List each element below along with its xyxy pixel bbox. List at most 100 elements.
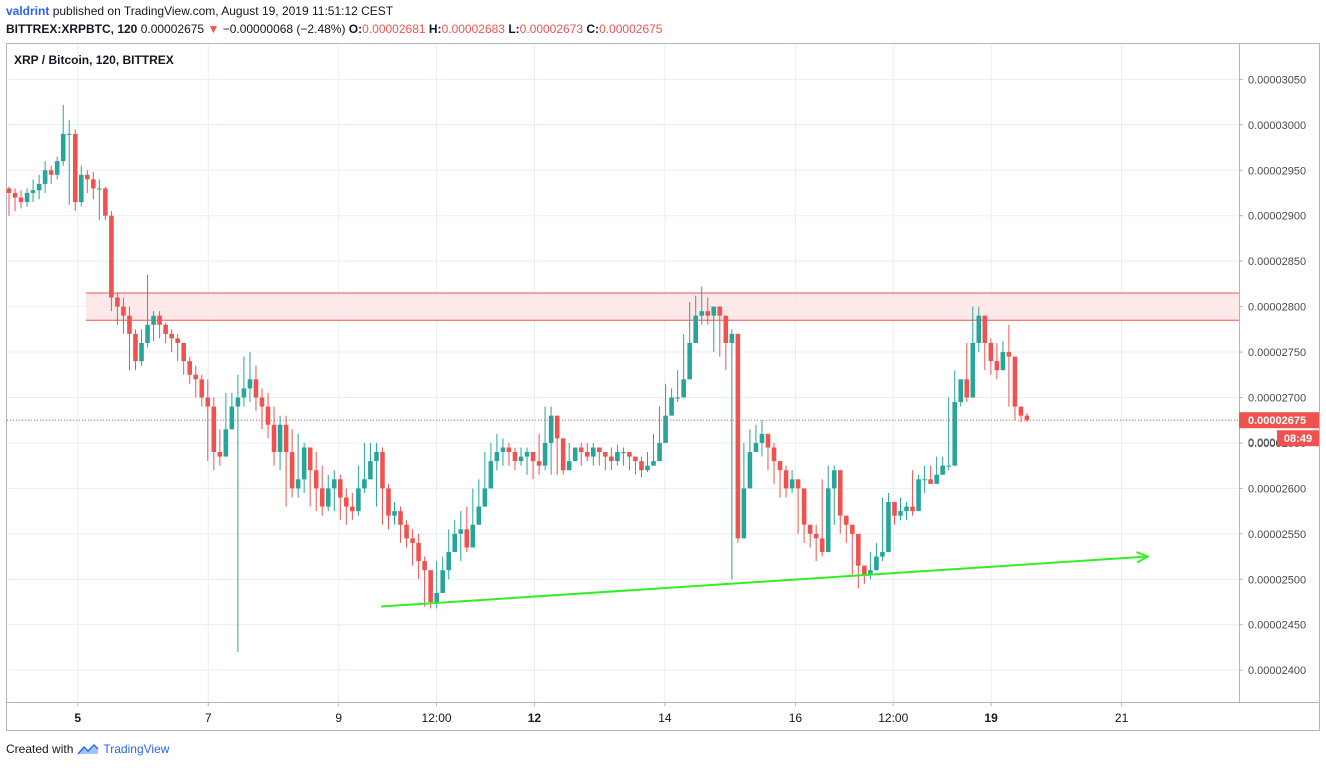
candle <box>133 329 138 371</box>
candle-body <box>675 397 680 399</box>
candle-body <box>940 465 945 475</box>
candle-body <box>542 442 548 466</box>
price-axis[interactable]: 0.00003050 0.00003000 0.00002950 0.00002900… <box>1239 74 1306 677</box>
candle-body <box>12 192 18 198</box>
candle-body <box>464 529 470 548</box>
y-tick-label: 0.00002700 <box>1248 392 1306 404</box>
candle-body <box>235 397 241 407</box>
candle <box>850 524 855 575</box>
candle-body <box>374 452 379 462</box>
x-tick-label: 7 <box>205 711 212 725</box>
grid-lines <box>7 44 1239 702</box>
candle-body <box>886 502 891 553</box>
candle-body <box>548 415 554 443</box>
candle-body <box>30 190 36 193</box>
y-tick-label: 0.00002750 <box>1248 347 1306 359</box>
candle <box>18 190 24 209</box>
candle <box>319 465 325 516</box>
candle <box>892 502 897 525</box>
candle <box>548 406 554 475</box>
candle <box>753 424 759 453</box>
low-value: 0.00002673 <box>519 22 584 36</box>
candle <box>440 556 446 593</box>
candle-body <box>24 192 30 203</box>
candle <box>464 506 470 553</box>
candle-body <box>789 479 795 489</box>
candle-body <box>518 456 524 462</box>
candle <box>825 465 831 553</box>
resistance-zone <box>86 292 1239 321</box>
tradingview-brand-link[interactable]: TradingView <box>103 742 170 756</box>
candle <box>597 447 602 466</box>
candle <box>603 452 608 471</box>
candle-body <box>994 361 1000 371</box>
candle-body <box>259 397 265 407</box>
candle-body <box>843 515 849 525</box>
candle <box>175 333 180 362</box>
chart-legend: XRP / Bitcoin, 120, BITTREX <box>14 53 174 67</box>
candle-body <box>488 461 494 489</box>
candle-body <box>988 342 994 362</box>
candle <box>843 515 849 543</box>
candle-body <box>434 592 439 603</box>
candle <box>669 388 674 416</box>
candle-body <box>711 306 717 316</box>
candle <box>645 452 650 473</box>
candle <box>711 306 717 353</box>
down-arrow-icon: ▼ <box>207 22 220 36</box>
time-axis[interactable]: 5 7 9 12:00 12 14 16 12:00 19 21 <box>74 702 1129 725</box>
candle-body <box>850 524 855 534</box>
candle-body <box>554 415 560 439</box>
candle <box>289 429 295 498</box>
candle <box>910 470 915 516</box>
candle-body <box>759 433 765 443</box>
candle <box>6 186 12 216</box>
partial-tick-label: 0.000 <box>1248 437 1276 449</box>
candle <box>627 452 632 471</box>
candle <box>506 442 512 466</box>
candle <box>566 442 572 471</box>
candle-body <box>898 511 903 516</box>
candle-body <box>807 524 813 534</box>
candle <box>313 452 319 512</box>
candle-body <box>795 479 801 489</box>
candle <box>307 447 313 507</box>
candle-body <box>862 565 867 575</box>
candle-body <box>910 506 915 512</box>
candle-body <box>175 338 180 343</box>
candle <box>922 465 927 493</box>
candle-body <box>97 188 102 190</box>
candle <box>729 329 735 580</box>
author-link[interactable]: valdrint <box>6 4 50 18</box>
candle-body <box>837 470 843 516</box>
candle <box>693 295 698 343</box>
candle-body <box>470 524 476 548</box>
candle-body <box>458 529 464 534</box>
candle-body <box>597 447 602 453</box>
open-label: O: <box>348 22 363 36</box>
candle-body <box>783 470 789 489</box>
candle-body <box>512 452 518 462</box>
candle <box>946 397 951 471</box>
candle <box>115 292 120 325</box>
candle-body <box>48 170 54 175</box>
candle-body <box>199 379 205 398</box>
candle-body <box>271 424 277 453</box>
candle-body <box>868 570 873 575</box>
low-label: L: <box>508 22 520 36</box>
candle <box>807 524 813 548</box>
candle <box>253 365 259 412</box>
candle-body <box>639 461 644 471</box>
candle <box>187 356 193 384</box>
last-price: 0.00002675 <box>140 22 205 36</box>
candle-body <box>723 315 729 343</box>
candle-body <box>36 183 42 191</box>
candle <box>970 306 976 398</box>
x-tick-label: 16 <box>789 711 803 725</box>
candle-body <box>422 561 427 571</box>
candle <box>572 447 578 462</box>
candle-body <box>729 333 735 343</box>
candle <box>705 297 711 325</box>
candle-body <box>223 429 229 457</box>
